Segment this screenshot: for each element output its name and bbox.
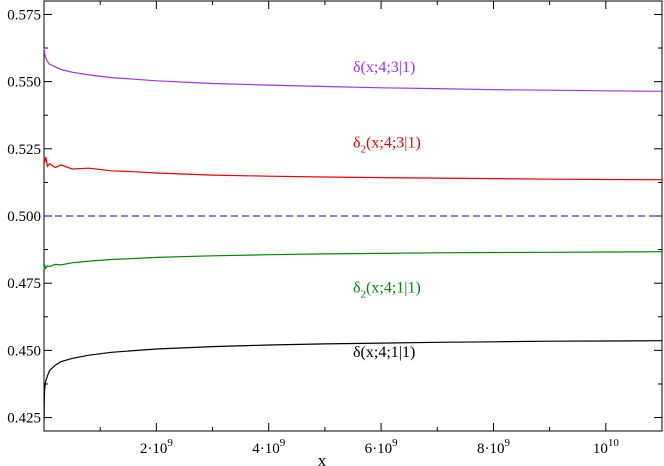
series-line-1 bbox=[43, 156, 663, 181]
x-tick-label: 2·109 bbox=[140, 437, 174, 457]
series-line-2 bbox=[43, 251, 663, 270]
x-tick-label: 6·109 bbox=[365, 437, 399, 457]
series-line-0 bbox=[43, 47, 663, 92]
x-tick-label: 8·109 bbox=[477, 437, 511, 457]
series-label-1: δ2(x;4;3|1) bbox=[353, 134, 421, 155]
x-axis-label: x bbox=[318, 451, 327, 466]
x-tick-label: 1010 bbox=[593, 437, 620, 457]
x-axis: 2·109 4·109 6·109 8·109 1010 bbox=[99, 1, 620, 457]
x-tick-label: 4·109 bbox=[252, 437, 286, 457]
series-group: δ(x;4;3|1) δ2(x;4;3|1) δ2(x;4;1|1) δ(x;4;1|… bbox=[43, 47, 663, 421]
y-tick-label: 0.575 bbox=[7, 7, 41, 23]
series-label-2: δ2(x;4;1|1) bbox=[353, 280, 421, 301]
y-tick-label: 0.475 bbox=[7, 276, 41, 292]
series-label-0: δ(x;4;3|1) bbox=[353, 59, 415, 76]
y-axis: 0.425 0.450 0.475 0.500 0.525 0.550 0.575 bbox=[7, 7, 662, 427]
y-tick-label: 0.525 bbox=[7, 142, 41, 158]
y-tick-label: 0.550 bbox=[7, 75, 41, 91]
y-tick-label: 0.425 bbox=[7, 411, 41, 427]
series-line-3 bbox=[43, 340, 663, 421]
y-tick-label: 0.450 bbox=[7, 343, 41, 359]
y-tick-label: 0.500 bbox=[7, 209, 41, 225]
series-label-3: δ(x;4;1|1) bbox=[353, 344, 415, 361]
